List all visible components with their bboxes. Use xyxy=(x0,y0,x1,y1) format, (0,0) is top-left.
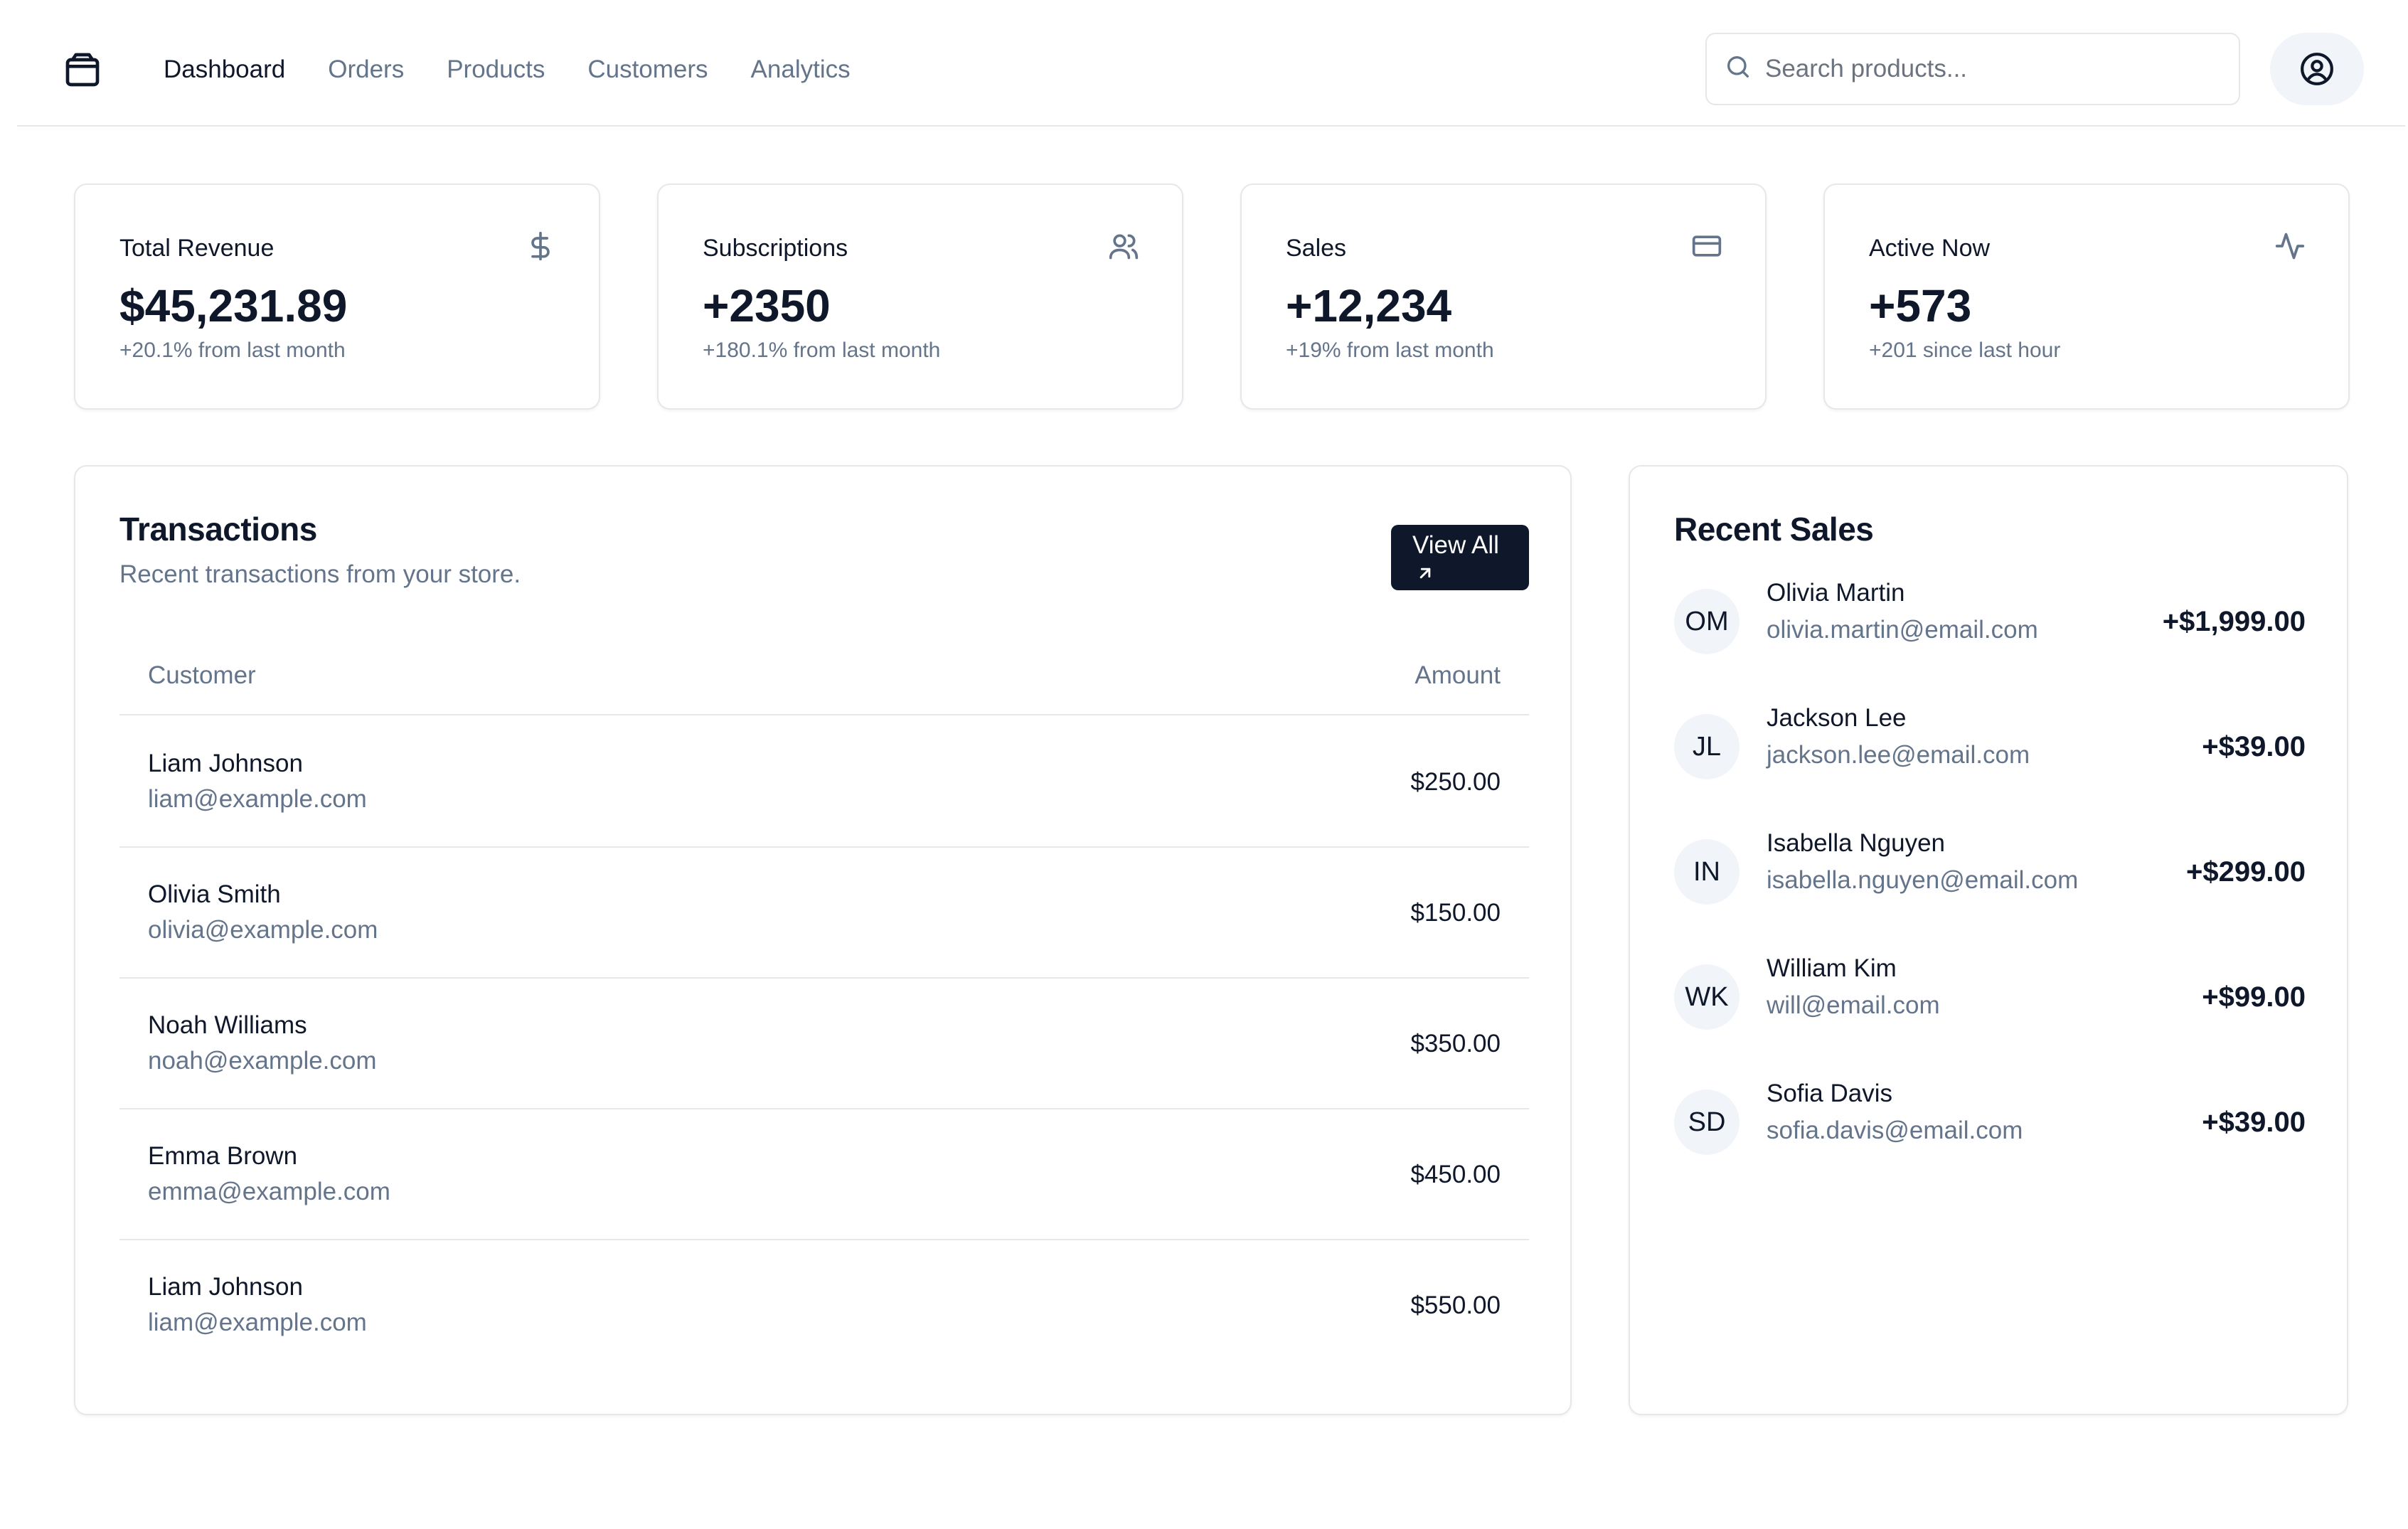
stat-change: +19% from last month xyxy=(1286,339,1494,362)
stat-card-sales: Sales +12,234 +19% from last month xyxy=(1240,183,1767,410)
column-amount: Amount xyxy=(1415,661,1501,689)
search-input[interactable] xyxy=(1765,34,2227,104)
table-row[interactable]: Olivia Smith olivia@example.com $150.00 xyxy=(119,848,1529,979)
user-circle-icon xyxy=(2301,53,2333,85)
avatar: WK xyxy=(1674,964,1740,1030)
stat-value: +2350 xyxy=(703,280,831,331)
sale-customer-email: jackson.lee@email.com xyxy=(1767,741,2030,769)
search-icon xyxy=(1727,56,1749,78)
recent-sales-title: Recent Sales xyxy=(1674,511,1874,548)
transaction-amount: $250.00 xyxy=(1410,768,1501,796)
customer-email: liam@example.com xyxy=(148,1309,367,1336)
package-icon[interactable] xyxy=(63,50,102,90)
customer-name: Liam Johnson xyxy=(148,750,303,777)
dollar-icon xyxy=(531,231,550,261)
nav-products[interactable]: Products xyxy=(447,55,545,83)
view-all-label: View All xyxy=(1412,531,1499,559)
sale-item[interactable]: OM Olivia Martin olivia.martin@email.com… xyxy=(1674,579,2306,660)
table-row[interactable]: Liam Johnson liam@example.com $550.00 xyxy=(119,1240,1529,1371)
avatar: SD xyxy=(1674,1090,1740,1155)
users-icon xyxy=(1109,234,1139,260)
stat-value: +573 xyxy=(1869,280,1972,331)
stat-card-subscriptions: Subscriptions +2350 +180.1% from last mo… xyxy=(657,183,1183,410)
recent-sales-card: Recent Sales OM Olivia Martin olivia.mar… xyxy=(1629,465,2348,1415)
stat-card-active-now: Active Now +573 +201 since last hour xyxy=(1823,183,2350,410)
stat-change: +20.1% from last month xyxy=(119,339,346,362)
view-all-button[interactable]: View All xyxy=(1391,525,1529,590)
sale-customer-email: sofia.davis@email.com xyxy=(1767,1117,2023,1144)
sale-amount: +$1,999.00 xyxy=(2162,606,2306,637)
stat-title: Subscriptions xyxy=(703,235,848,262)
sale-customer-email: will@email.com xyxy=(1767,991,1940,1019)
avatar: JL xyxy=(1674,714,1740,779)
sale-customer-name: Isabella Nguyen xyxy=(1767,829,1945,857)
stat-title: Total Revenue xyxy=(119,235,275,262)
top-navbar: Dashboard Orders Products Customers Anal… xyxy=(17,0,2405,127)
transactions-title: Transactions xyxy=(119,511,317,548)
nav-orders[interactable]: Orders xyxy=(328,55,405,83)
sale-amount: +$39.00 xyxy=(2202,1107,2306,1138)
sale-item[interactable]: WK William Kim will@email.com +$99.00 xyxy=(1674,954,2306,1035)
customer-name: Olivia Smith xyxy=(148,880,281,908)
customer-name: Liam Johnson xyxy=(148,1273,303,1301)
stat-change: +180.1% from last month xyxy=(703,339,941,362)
avatar: OM xyxy=(1674,589,1740,654)
table-row[interactable]: Liam Johnson liam@example.com $250.00 xyxy=(119,717,1529,848)
sale-item[interactable]: SD Sofia Davis sofia.davis@email.com +$3… xyxy=(1674,1080,2306,1161)
stat-value: +12,234 xyxy=(1286,280,1452,331)
table-header: Customer Amount xyxy=(119,640,1529,715)
customer-name: Emma Brown xyxy=(148,1142,298,1170)
sale-amount: +$39.00 xyxy=(2202,731,2306,762)
main-nav: Dashboard Orders Products Customers Anal… xyxy=(164,54,851,85)
user-menu-button[interactable] xyxy=(2270,33,2364,105)
customer-email: noah@example.com xyxy=(148,1047,377,1075)
stat-change: +201 since last hour xyxy=(1869,339,2061,362)
sale-amount: +$299.00 xyxy=(2186,856,2306,888)
sale-customer-name: Sofia Davis xyxy=(1767,1080,1893,1107)
sale-customer-email: olivia.martin@email.com xyxy=(1767,616,2038,644)
sale-customer-name: Olivia Martin xyxy=(1767,579,1905,607)
transactions-description: Recent transactions from your store. xyxy=(119,560,521,588)
customer-name: Noah Williams xyxy=(148,1011,307,1039)
sale-customer-name: William Kim xyxy=(1767,954,1897,982)
stat-title: Sales xyxy=(1286,235,1347,262)
column-customer: Customer xyxy=(148,661,256,689)
customer-email: emma@example.com xyxy=(148,1178,390,1205)
customer-email: olivia@example.com xyxy=(148,916,378,944)
sale-customer-name: Jackson Lee xyxy=(1767,704,1907,732)
transaction-amount: $550.00 xyxy=(1410,1291,1501,1319)
activity-icon xyxy=(2275,233,2305,260)
nav-dashboard[interactable]: Dashboard xyxy=(164,55,286,83)
search-box xyxy=(1705,33,2240,105)
stat-title: Active Now xyxy=(1869,235,1991,262)
sale-item[interactable]: IN Isabella Nguyen isabella.nguyen@email… xyxy=(1674,829,2306,910)
sale-amount: +$99.00 xyxy=(2202,981,2306,1013)
transaction-amount: $450.00 xyxy=(1410,1161,1501,1188)
transaction-amount: $150.00 xyxy=(1410,899,1501,927)
credit-card-icon xyxy=(1692,235,1722,257)
stat-card-total-revenue: Total Revenue $45,231.89 +20.1% from las… xyxy=(74,183,600,410)
customer-email: liam@example.com xyxy=(148,785,367,813)
nav-customers[interactable]: Customers xyxy=(587,55,708,83)
avatar: IN xyxy=(1674,839,1740,905)
table-row[interactable]: Noah Williams noah@example.com $350.00 xyxy=(119,979,1529,1109)
table-row[interactable]: Emma Brown emma@example.com $450.00 xyxy=(119,1109,1529,1240)
transaction-amount: $350.00 xyxy=(1410,1030,1501,1057)
arrow-up-right-icon xyxy=(1419,568,1431,579)
sale-customer-email: isabella.nguyen@email.com xyxy=(1767,866,2079,894)
sale-item[interactable]: JL Jackson Lee jackson.lee@email.com +$3… xyxy=(1674,704,2306,785)
stat-value: $45,231.89 xyxy=(119,280,348,331)
transactions-card: Transactions Recent transactions from yo… xyxy=(74,465,1572,1415)
nav-analytics[interactable]: Analytics xyxy=(750,55,851,83)
